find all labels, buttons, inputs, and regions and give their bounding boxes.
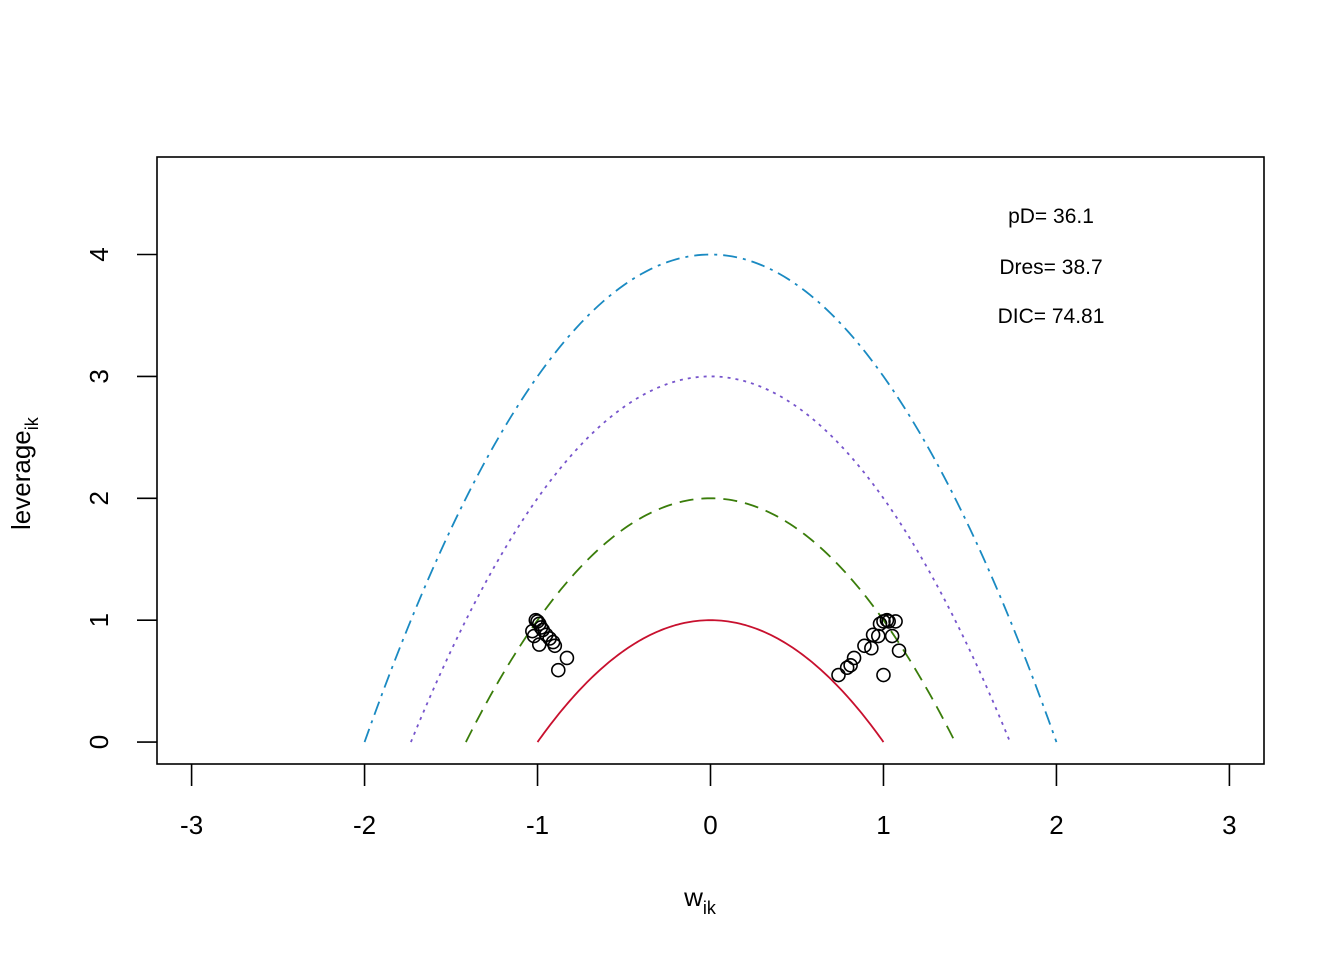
y-tick-label: 3 <box>84 369 114 383</box>
y-tick-label: 1 <box>84 613 114 627</box>
data-point <box>831 667 846 683</box>
curve-c3 <box>410 375 1011 743</box>
data-point <box>846 650 862 666</box>
y-tick-label: 2 <box>84 491 114 505</box>
x-axis: -3 -2 -1 0 1 2 3 <box>180 764 1237 840</box>
data-point <box>881 614 896 629</box>
data-point <box>550 662 566 678</box>
data-point <box>872 616 888 632</box>
curve-c1 <box>536 619 885 743</box>
data-point <box>542 631 557 646</box>
data-point <box>843 657 858 673</box>
data-point <box>533 620 549 635</box>
x-tick-label: 2 <box>1049 810 1063 840</box>
data-point <box>528 612 544 628</box>
points <box>525 612 907 683</box>
annotation-dres: Dres= 38.7 <box>999 256 1102 279</box>
y-axis-label: leverageik <box>6 416 42 530</box>
data-point <box>891 643 907 658</box>
data-point <box>839 660 855 676</box>
x-tick-label: -1 <box>526 810 549 840</box>
annotation-pd: pD= 36.1 <box>1008 205 1094 228</box>
data-point <box>559 650 575 666</box>
x-tick-label: -2 <box>353 810 376 840</box>
data-point <box>857 638 872 654</box>
y-tick-label: 4 <box>84 247 114 261</box>
x-tick-label: 0 <box>703 810 717 840</box>
x-axis-label: wik <box>683 882 717 918</box>
x-tick-label: 3 <box>1222 810 1236 840</box>
curve-c4 <box>363 253 1058 743</box>
plot-frame <box>156 156 1265 765</box>
x-tick-label: -3 <box>180 810 203 840</box>
curves <box>363 253 1058 743</box>
data-point <box>884 628 900 644</box>
curve-c2 <box>465 497 956 743</box>
data-point <box>865 627 881 643</box>
annotation-dic: DIC= 74.81 <box>998 305 1105 328</box>
data-point <box>547 638 563 654</box>
data-point <box>888 614 903 629</box>
data-point <box>876 667 891 683</box>
x-tick-label: 1 <box>876 810 890 840</box>
y-axis: 0 1 2 3 4 <box>84 247 157 749</box>
data-point <box>879 612 895 628</box>
y-tick-label: 0 <box>84 735 114 749</box>
